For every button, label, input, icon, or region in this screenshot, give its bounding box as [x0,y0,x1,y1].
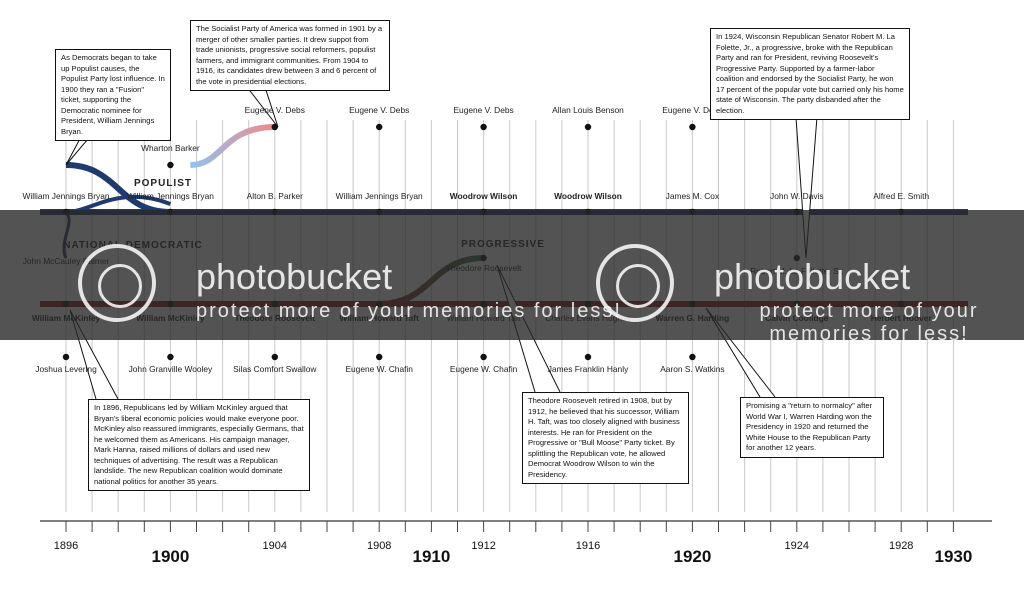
year-label-1916: 1916 [576,540,600,552]
dot-socialist-1920 [689,123,696,131]
callout-lafollette: In 1924, Wisconsin Republican Senator Ro… [710,28,910,120]
candidate-democratic-1928: Alfred E. Smith [873,191,929,201]
candidate-democratic-1924: John W. Davis [770,191,824,201]
dot-prohibition-1896 [62,353,70,361]
candidate-democratic-1904: Alton B. Parker [247,191,304,201]
watermark-logo [78,244,156,322]
watermark-text: photobucket protect more of your memorie… [196,256,622,323]
year-label-1904: 1904 [263,540,287,552]
dot-socialist-1912 [480,123,487,131]
year-label-1908: 1908 [367,540,391,552]
dot-prohibition-1904 [271,353,278,361]
dot-prohibition-1912 [480,353,487,361]
candidate-socialist-1904: Eugene V. Debs [245,105,305,115]
callout-roosevelt: Theodore Roosevelt retired in 1908, but … [522,392,689,484]
candidate-democratic-1912: Woodrow Wilson [450,191,518,201]
watermark-text-2: photobucket protect more of your memorie… [714,256,1024,346]
candidate-prohibition-1908: Eugene W. Chafin [345,364,413,374]
year-label-1910: 1910 [412,547,450,566]
candidate-democratic-1896: William Jennings Bryan [22,191,109,201]
candidate-democratic-1900: William Jennings Bryan [127,191,214,201]
year-label-1912: 1912 [471,540,495,552]
year-label-1924: 1924 [785,540,809,552]
watermark-tagline-2: protect more of your memories for less! [759,300,979,345]
year-label-1900: 1900 [151,547,189,566]
candidate-socialist-1908: Eugene V. Debs [349,105,409,115]
party-label-populist: POPULIST [134,178,192,189]
dot-prohibition-1920 [689,353,696,361]
callout-populist: As Democrats began to take up Populist c… [55,49,171,141]
callout-mckinley: In 1896, Republicans led by William McKi… [88,399,310,491]
watermark-band [0,210,1024,340]
candidate-prohibition-1900: John Granville Wooley [129,364,213,374]
year-label-1920: 1920 [673,547,711,566]
year-label-1930: 1930 [934,547,972,566]
dot-socialist-1916 [584,123,592,131]
watermark-logo-2 [596,244,674,322]
watermark-tagline: protect more of your memories for less! [196,300,622,322]
candidate-prohibition-1904: Silas Comfort Swallow [233,364,317,374]
candidate-socialist-1916: Allan Louis Benson [552,105,624,115]
candidate-socialist-1912: Eugene V. Debs [453,105,513,115]
dot-prohibition-1908 [376,353,383,361]
year-label-1896: 1896 [54,540,78,552]
watermark-brand: photobucket [196,256,393,297]
year-label-1928: 1928 [889,540,913,552]
dot-prohibition-1916 [584,353,592,361]
candidate-democratic-1908: William Jennings Bryan [336,191,423,201]
callout-socialist: The Socialist Party of America was forme… [190,20,390,91]
callout-harding: Promising a "return to normalcy" after W… [740,397,884,458]
dot-populist-1900 [167,161,174,169]
candidate-democratic-1920: James M. Cox [666,191,720,201]
candidate-socialist-1920: Eugene V. Debs [662,105,722,115]
candidate-prohibition-1916: James Franklin Hanly [548,364,629,374]
candidate-prohibition-1912: Eugene W. Chafin [450,364,518,374]
candidate-democratic-1916: Woodrow Wilson [554,191,622,201]
watermark-brand-2: photobucket [714,256,911,297]
candidate-populist-1900: Wharton Barker [141,143,200,153]
candidate-prohibition-1896: Joshua Levering [35,364,97,374]
dot-prohibition-1900 [167,353,174,361]
candidate-prohibition-1920: Aaron S. Watkins [660,364,724,374]
populist-to-socialist-curve [190,124,275,168]
dot-socialist-1908 [376,123,383,131]
dot-socialist-1904 [271,123,278,131]
